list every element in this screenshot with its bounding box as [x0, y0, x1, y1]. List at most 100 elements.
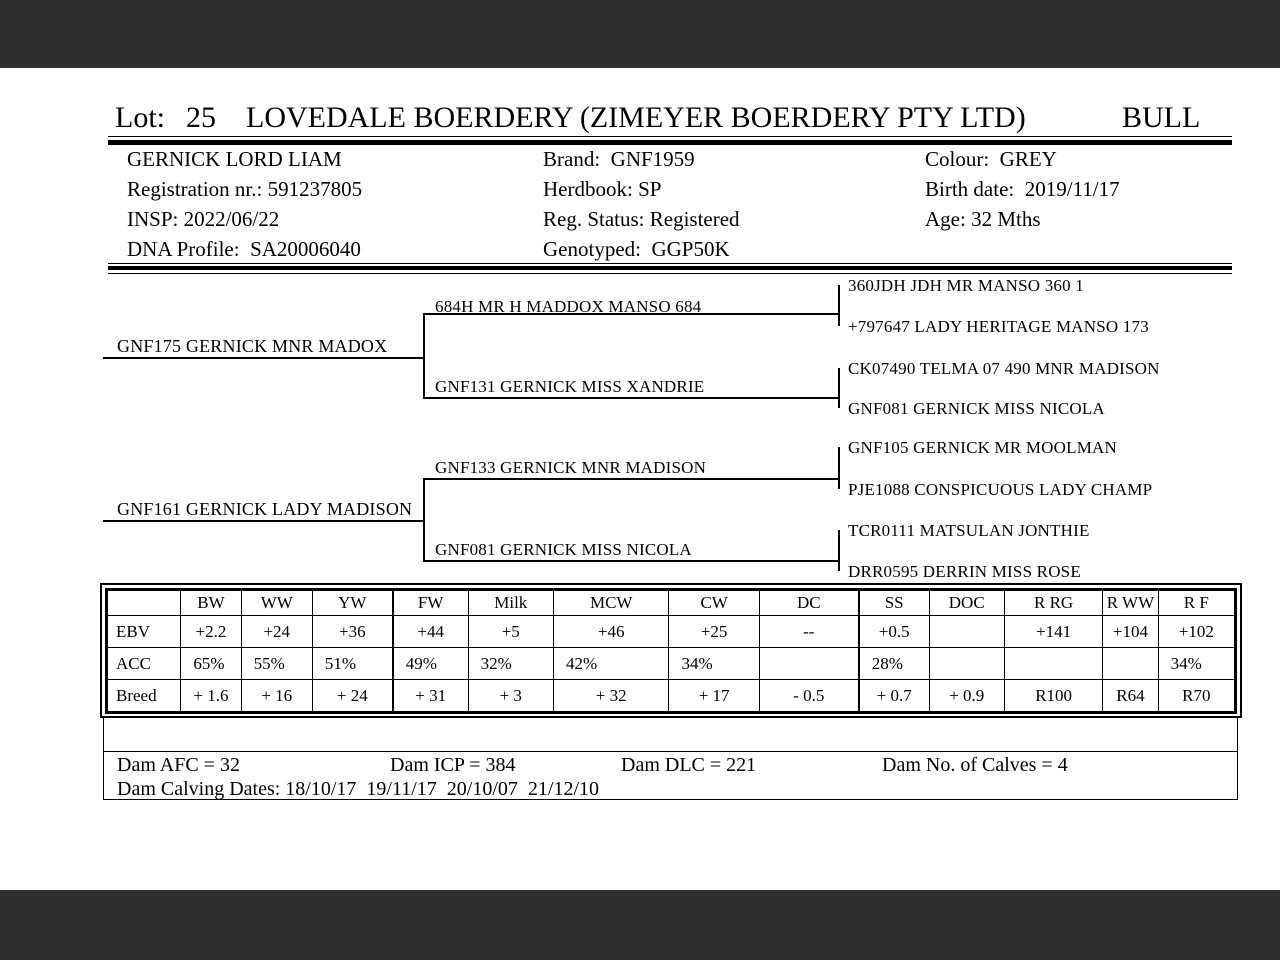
dam-branch-line [103, 520, 424, 522]
herdbook: Herdbook: SP [543, 177, 662, 201]
acc-cell: 65% [180, 647, 242, 680]
col-header-fw: FW [391, 589, 469, 616]
details-rule-thick [108, 266, 1232, 270]
details-column-2: Brand: GNF1959 Herdbook: SP Reg. Status:… [543, 144, 740, 264]
ebv-cell: +25 [668, 615, 760, 648]
breed-cell: + 1.6 [180, 679, 242, 713]
col-header-bw: BW [180, 589, 242, 616]
acc-cell: 34% [668, 647, 760, 680]
ggp-bracket-3 [838, 447, 840, 489]
header-rule-thick [108, 140, 1232, 145]
breed-cell: + 16 [240, 679, 313, 713]
animal-name: GERNICK LORD LIAM [127, 147, 342, 171]
acc-cell [1102, 647, 1159, 680]
ebv-cell: +2.2 [180, 615, 242, 648]
dam-summary-divider [103, 751, 1238, 752]
dna-profile: DNA Profile: SA20006040 [127, 237, 361, 261]
pedigree-granddam-paternal: GNF131 GERNICK MISS XANDRIE [435, 377, 705, 396]
ebv-cell: +5 [467, 615, 554, 648]
ggp-bracket-2 [838, 368, 840, 408]
age: Age: 32 Mths [925, 207, 1041, 231]
details-rule-thin-bottom [108, 273, 1232, 274]
ggp-bracket-4 [838, 530, 840, 571]
acc-cell: 49% [391, 647, 469, 680]
pedigree-ggp-7: TCR0111 MATSULAN JONTHIE [848, 521, 1090, 540]
pedigree-ggp-8: DRR0595 DERRIN MISS ROSE [848, 562, 1081, 581]
breed-cell: + 32 [552, 679, 670, 713]
grandsire-maternal-line [423, 478, 840, 480]
breed-cell: R100 [1003, 679, 1104, 713]
pedigree-granddam-maternal: GNF081 GERNICK MISS NICOLA [435, 540, 692, 559]
ebv-cell: +0.5 [857, 615, 930, 648]
pedigree-grandsire-paternal: 684H MR H MADDOX MANSO 684 [435, 297, 702, 316]
breed-cell: + 31 [391, 679, 469, 713]
animal-category: BULL [1122, 101, 1201, 134]
grandsire-paternal-line [423, 313, 840, 315]
details-rule-thin-top [108, 263, 1232, 264]
breed-cell: + 0.9 [928, 679, 1005, 713]
pedigree-ggp-4: GNF081 GERNICK MISS NICOLA [848, 399, 1105, 418]
pedigree-ggp-3: CK07490 TELMA 07 490 MNR MADISON [848, 359, 1160, 378]
col-header-yw: YW [311, 589, 394, 616]
acc-cell: 34% [1157, 647, 1237, 680]
col-header-ww: WW [240, 589, 313, 616]
ebv-cell: +44 [391, 615, 469, 648]
ebv-cell: +102 [1157, 615, 1237, 648]
col-header-rf: R F [1157, 589, 1237, 616]
granddam-maternal-line [423, 560, 840, 562]
dam-connector [423, 478, 425, 562]
ebv-header-row: BW WW YW FW Milk MCW CW DC SS DOC R RG R… [105, 589, 1237, 616]
reg-status: Reg. Status: Registered [543, 207, 740, 231]
dam-calves-count: Dam No. of Calves = 4 [882, 754, 1068, 776]
inspection-date: INSP: 2022/06/22 [127, 207, 280, 231]
pedigree-grandsire-maternal: GNF133 GERNICK MNR MADISON [435, 458, 707, 477]
acc-cell [758, 647, 860, 680]
pedigree-ggp-2: +797647 LADY HERITAGE MANSO 173 [848, 317, 1149, 336]
birth-date: Birth date: 2019/11/17 [925, 177, 1120, 201]
sire-connector [423, 313, 425, 399]
granddam-paternal-line [423, 397, 840, 399]
breed-cell: - 0.5 [758, 679, 860, 713]
pedigree-sire: GNF175 GERNICK MNR MADOX [117, 336, 388, 356]
col-header-cw: CW [668, 589, 760, 616]
row-label-acc: ACC [105, 647, 182, 680]
ebv-cell: +46 [552, 615, 670, 648]
ebv-cell [928, 615, 1005, 648]
acc-cell: 51% [311, 647, 394, 680]
dam-summary-box [103, 718, 1238, 800]
catalog-page: Lot: 25 LOVEDALE BOERDERY (ZIMEYER BOERD… [0, 68, 1280, 890]
seller-title: LOVEDALE BOERDERY (ZIMEYER BOERDERY PTY … [246, 101, 1026, 134]
breed-cell: + 3 [467, 679, 554, 713]
col-header-dc: DC [758, 589, 860, 616]
col-header-milk: Milk [467, 589, 554, 616]
sire-branch-line [103, 357, 424, 359]
ebv-cell: +24 [240, 615, 313, 648]
col-header-mcw: MCW [552, 589, 670, 616]
ggp-bracket-1 [838, 285, 840, 326]
breed-cell: + 17 [668, 679, 760, 713]
lot-number: 25 [186, 101, 216, 134]
ebv-cell: +104 [1102, 615, 1159, 648]
acc-cell: 28% [857, 647, 930, 680]
acc-cell: 32% [467, 647, 554, 680]
dam-calving-dates: Dam Calving Dates: 18/10/17 19/11/17 20/… [117, 778, 600, 800]
row-label-ebv: EBV [105, 615, 182, 648]
pedigree-ggp-5: GNF105 GERNICK MR MOOLMAN [848, 438, 1117, 457]
col-header-rrg: R RG [1003, 589, 1104, 616]
col-header-doc: DOC [928, 589, 1005, 616]
dam-afc: Dam AFC = 32 [117, 754, 240, 776]
breed-cell: + 0.7 [857, 679, 930, 713]
ebv-row: EBV +2.2 +24 +36 +44 +5 +46 +25 -- +0.5 … [105, 615, 1237, 648]
ebv-table-frame: BW WW YW FW Milk MCW CW DC SS DOC R RG R… [100, 583, 1242, 718]
breed-cell: R70 [1157, 679, 1237, 713]
col-header [105, 589, 182, 616]
lot-label: Lot: [115, 101, 165, 134]
dam-icp: Dam ICP = 384 [390, 754, 516, 776]
row-label-breed: Breed [105, 679, 182, 713]
breed-cell: R64 [1102, 679, 1159, 713]
breed-row: Breed + 1.6 + 16 + 24 + 31 + 3 + 32 + 17… [105, 679, 1237, 713]
acc-cell: 42% [552, 647, 670, 680]
details-column-3: Colour: GREY Birth date: 2019/11/17 Age:… [925, 144, 1120, 234]
dam-dlc: Dam DLC = 221 [621, 754, 757, 776]
